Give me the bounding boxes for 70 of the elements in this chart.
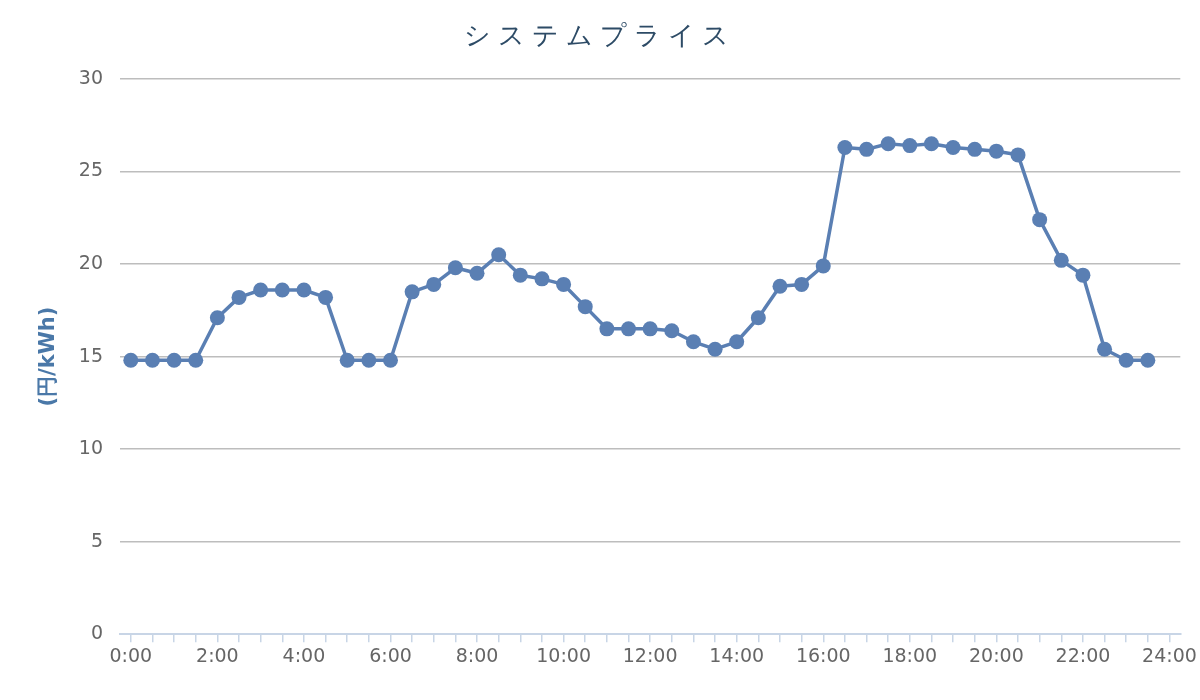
point: [382, 352, 398, 368]
point: [750, 310, 766, 326]
x-tick-label: 0:00: [109, 643, 153, 666]
chart-title: システムプライス: [464, 20, 736, 50]
x-tick-label: 24:00: [1142, 643, 1197, 666]
y-tick-label: 20: [78, 251, 103, 273]
x-tick-label: 10:00: [536, 643, 591, 666]
x-tick-label: 18:00: [882, 643, 938, 666]
point: [880, 136, 896, 152]
point: [534, 271, 550, 287]
point: [729, 334, 745, 350]
point: [447, 260, 463, 276]
point: [685, 334, 701, 350]
point: [253, 282, 269, 298]
point: [318, 289, 334, 305]
point: [772, 278, 788, 294]
y-tick-label: 10: [78, 436, 103, 459]
point: [556, 276, 572, 292]
y-tick-label: 30: [78, 65, 103, 88]
x-tick-label: 6:00: [369, 643, 412, 666]
point: [1053, 252, 1069, 268]
point: [1097, 341, 1113, 357]
x-tick-label: 20:00: [968, 643, 1024, 666]
point: [512, 267, 528, 283]
x-tick-label: 2:00: [196, 643, 239, 666]
point: [902, 138, 918, 154]
x-tick-label: 22:00: [1055, 643, 1111, 666]
point: [188, 352, 204, 368]
point: [815, 258, 831, 274]
point: [144, 352, 160, 368]
x-tick-label: 12:00: [622, 643, 678, 666]
point: [794, 276, 810, 292]
point: [859, 141, 875, 157]
point: [339, 352, 355, 368]
x-tick-label: 14:00: [709, 643, 765, 666]
point: [707, 341, 723, 357]
point: [231, 289, 247, 305]
y-tick-label: 25: [78, 158, 103, 181]
point: [945, 139, 961, 155]
point: [837, 139, 853, 155]
point: [599, 321, 615, 337]
y-tick-label: 15: [78, 343, 103, 366]
point: [209, 310, 225, 326]
point: [296, 282, 312, 298]
point: [1118, 352, 1134, 368]
point: [1140, 352, 1156, 368]
point: [577, 299, 593, 315]
point: [1075, 267, 1091, 283]
point: [426, 276, 442, 292]
point: [123, 352, 139, 368]
x-tick-label: 16:00: [795, 643, 851, 666]
y-tick-label: 0: [90, 621, 103, 644]
point: [491, 247, 507, 263]
point: [404, 284, 420, 300]
x-tick-label: 4:00: [282, 643, 326, 666]
point: [1032, 212, 1048, 228]
point: [361, 352, 377, 368]
point: [967, 141, 983, 157]
point: [621, 321, 637, 337]
y-tick-label: 5: [90, 528, 103, 551]
point: [923, 136, 939, 152]
y-axis-title: (円/kWh): [35, 306, 60, 407]
point: [469, 265, 485, 281]
point: [1010, 147, 1026, 163]
point: [274, 282, 290, 298]
point: [642, 321, 658, 337]
x-tick-label: 8:00: [455, 643, 499, 666]
point: [988, 143, 1004, 159]
point: [166, 352, 182, 368]
point: [664, 323, 680, 339]
